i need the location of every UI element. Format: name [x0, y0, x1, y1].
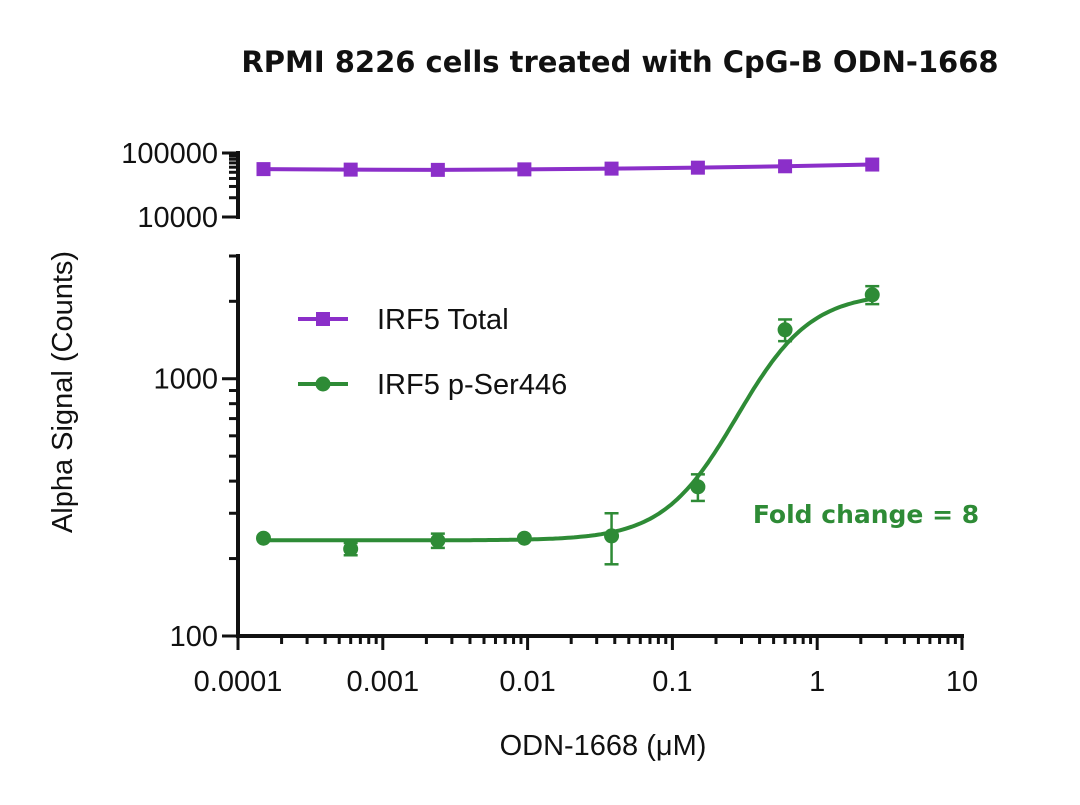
irf5-total-point	[256, 162, 271, 177]
irf5-total-point	[604, 161, 619, 176]
legend-circle-marker	[315, 376, 331, 392]
irf5-total-point	[343, 162, 358, 177]
legend-label: IRF5 Total	[377, 304, 509, 336]
irf5-pser446-point	[430, 533, 446, 549]
x-tick-label: 0.001	[347, 666, 420, 698]
irf5-total-point	[517, 162, 532, 177]
x-tick-label: 0.01	[499, 666, 555, 698]
fit-curves	[263, 162, 873, 543]
axes	[236, 151, 964, 638]
irf5-pser446-point	[864, 287, 880, 303]
irf5-pser446-point	[516, 530, 532, 546]
irf5-pser446-point	[777, 322, 793, 338]
irf5-pser446-point	[255, 530, 271, 546]
irf5-pser446-point	[604, 528, 620, 544]
irf5-pser446-point	[690, 479, 706, 495]
y-axis-label: Alpha Signal (Counts)	[47, 251, 79, 533]
y-tick-label: 100	[170, 621, 218, 653]
legend-square-marker	[316, 312, 330, 326]
x-tick-label: 0.1	[652, 666, 692, 698]
legend: IRF5 Total IRF5 p-Ser446	[298, 304, 567, 401]
irf5-pser446-fit-curve	[263, 296, 873, 543]
irf5-total-point	[430, 162, 445, 177]
legend-label: IRF5 p-Ser446	[377, 369, 567, 401]
y-tick-label: 1000	[153, 364, 218, 396]
fold-change-annotation: Fold change = 8	[753, 500, 979, 529]
x-tick-label: 1	[809, 666, 825, 698]
irf5-total-line	[263, 162, 873, 172]
irf5-total-point	[690, 160, 705, 175]
x-tick-label: 10	[946, 666, 978, 698]
y-tick-label: 10000	[137, 202, 218, 234]
irf5-pser446-point	[343, 541, 359, 557]
data-marks	[255, 157, 880, 566]
y-tick-label: 100000	[121, 138, 218, 170]
irf5-total-point	[865, 157, 880, 172]
chart-title: RPMI 8226 cells treated with CpG-B ODN-1…	[241, 45, 998, 79]
irf5-total-point	[778, 159, 793, 174]
x-axis-label: ODN-1668 (μM)	[500, 730, 707, 762]
x-tick-label: 0.0001	[194, 666, 283, 698]
axis-ticks: 0.0001 0.001 0.01 0.1 1 10 100 1000 10000 100000	[121, 138, 978, 698]
